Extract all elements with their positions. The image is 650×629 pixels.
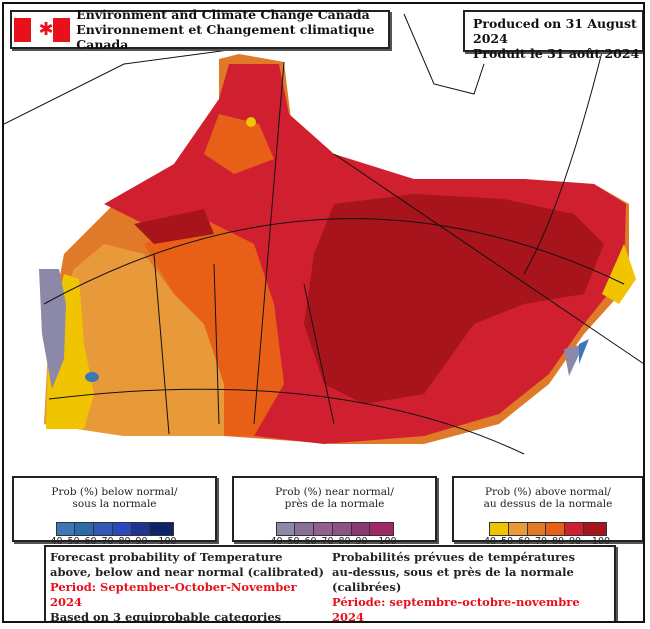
legend-title-fr: sous la normale bbox=[72, 498, 157, 510]
produced-fr: Produit le 31 août 2024 bbox=[473, 46, 640, 61]
legend-near-normal: Prob (%) near normal/près de la normale … bbox=[232, 476, 437, 547]
period-fr: Période: septembre-octobre-novembre 2024 bbox=[332, 595, 580, 623]
forecast-map bbox=[4, 13, 643, 455]
legend-title-fr: au dessus de la normale bbox=[483, 498, 613, 510]
info-french: Probabilités prévues de températures au-… bbox=[332, 550, 614, 623]
region-below-normal bbox=[85, 372, 99, 382]
legend-title-en: Prob (%) below normal/ bbox=[51, 486, 178, 498]
region-near-normal bbox=[39, 269, 66, 389]
agency-name-en: Environment and Climate Change Canada bbox=[76, 7, 370, 22]
region-above-70-80 bbox=[144, 219, 284, 436]
color-scale bbox=[275, 522, 394, 536]
produced-en: Produced on 31 August 2024 bbox=[473, 16, 637, 46]
scale-ticks: 40 50 60 70 80 90 100 bbox=[270, 536, 397, 547]
production-date-box: Produced on 31 August 2024 Produit le 31… bbox=[463, 10, 643, 61]
period-en: Period: September-October-November 2024 bbox=[50, 580, 297, 609]
scale-ticks: 40 50 60 70 80 90 100 bbox=[50, 536, 177, 547]
scale-ticks: 40 50 60 70 80 90 100 bbox=[483, 536, 611, 547]
forecast-info-box: Forecast probability of Temperature abov… bbox=[44, 545, 616, 623]
legend-title-fr: près de la normale bbox=[284, 498, 385, 510]
legend-below-normal: Prob (%) below normal/sous la normale 40… bbox=[12, 476, 217, 547]
color-scale bbox=[489, 522, 607, 536]
info-english: Forecast probability of Temperature abov… bbox=[50, 550, 332, 621]
color-scale bbox=[55, 522, 174, 536]
legend-above-normal: Prob (%) above normal/au dessus de la no… bbox=[452, 476, 643, 547]
legend-title-en: Prob (%) near normal/ bbox=[275, 486, 394, 498]
legend-title-en: Prob (%) above normal/ bbox=[485, 486, 611, 498]
agency-header: ✱ Environment and Climate Change Canada … bbox=[10, 7, 390, 52]
agency-name-fr: Environnement et Changement climatique C… bbox=[76, 22, 375, 52]
map-frame: ✱ Environment and Climate Change Canada … bbox=[2, 2, 645, 623]
canada-flag-icon: ✱ bbox=[14, 17, 71, 42]
